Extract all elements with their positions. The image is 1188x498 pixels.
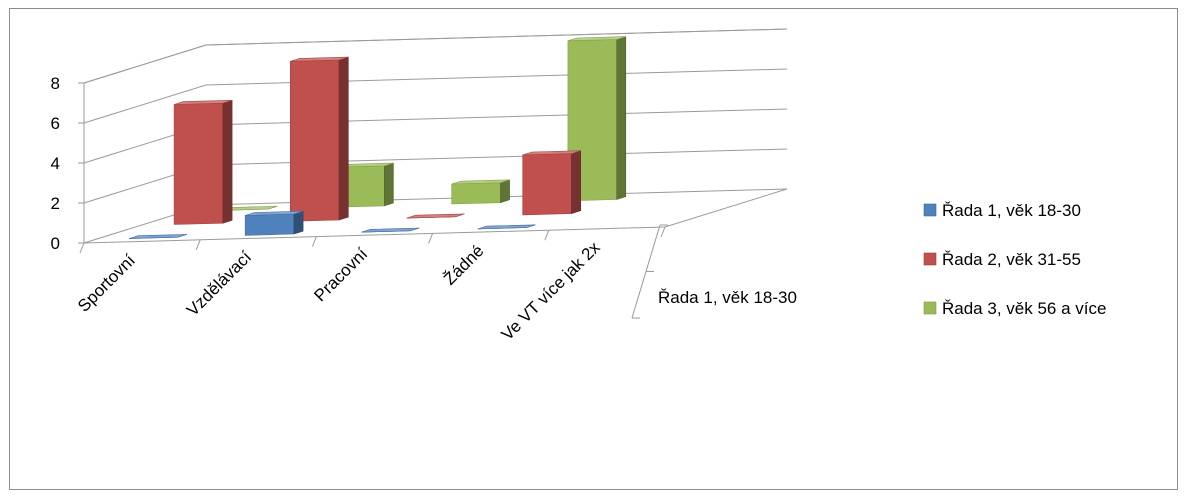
floor-outline [83, 188, 788, 244]
x-tick-mark [195, 239, 201, 250]
bar-2-4 [522, 150, 582, 216]
gridline [83, 28, 788, 84]
legend-item: Řada 3, věk 56 a více [923, 299, 1106, 318]
y-tick-label: 8 [51, 74, 60, 93]
bar-top-face [174, 100, 233, 105]
bar-side-face [616, 36, 627, 200]
bar-side-face [383, 162, 394, 207]
legend-swatch [923, 203, 937, 217]
bar-1-1 [128, 234, 187, 239]
legend-label: Řada 3, věk 56 a více [942, 299, 1106, 318]
bar-top-face [406, 213, 465, 219]
category-label: Sportovní [74, 251, 139, 316]
x-tick-mark [311, 236, 317, 247]
category-label: Vzdělávací [183, 247, 255, 319]
legend-label: Řada 1, věk 18-30 [942, 201, 1081, 220]
bar-1-3 [361, 227, 420, 233]
bar-top-face [361, 227, 420, 233]
bar-top-face [477, 224, 536, 230]
bar-side-face [338, 56, 349, 221]
bar-top-face [290, 56, 349, 62]
bar-2-3 [406, 213, 465, 219]
bar-1-2 [244, 210, 304, 236]
y-tick-label: 6 [51, 114, 60, 133]
category-label: Ve VT více jak 2x [498, 238, 604, 344]
bar-front-face [451, 182, 501, 205]
depth-axis-label: Řada 1, věk 18-30 [658, 288, 797, 307]
legend-swatch [923, 301, 937, 315]
bar-front-face [289, 59, 340, 222]
bar-top-face [245, 210, 304, 216]
legend-label: Řada 2, věk 31-55 [942, 250, 1081, 269]
legend-item: Řada 2, věk 31-55 [923, 250, 1081, 269]
legend: Řada 1, věk 18-30 Řada 2, věk 31-55 Řada 3… [923, 201, 1106, 318]
bar-2-2 [289, 56, 349, 222]
x-tick-mark [544, 230, 550, 241]
chart-floor [83, 188, 788, 244]
bar-top-face [522, 150, 581, 156]
bar-side-face [500, 179, 510, 204]
bars-group [128, 36, 627, 239]
legend-swatch [923, 252, 937, 266]
bar-top-face [451, 179, 510, 185]
bar-2-1 [173, 99, 233, 225]
bar-top-face [128, 234, 187, 239]
x-tick-mark [660, 226, 666, 238]
bar-front-face [522, 153, 572, 216]
bar-side-face [571, 150, 582, 215]
legend-item: Řada 1, věk 18-30 [923, 201, 1081, 220]
bar-front-face [244, 213, 295, 236]
category-label: Pracovní [310, 244, 371, 305]
y-tick-label: 0 [51, 234, 60, 253]
category-label: Žádné [440, 241, 488, 289]
axes-group: 0 2 4 6 8 Sportovní Vzdělávací Pracovní Žádné Ve … [51, 74, 797, 344]
bar-1-4 [477, 224, 536, 230]
bar-3-3 [451, 179, 510, 205]
x-tick-mark [428, 233, 434, 244]
bar-top-face [567, 36, 626, 42]
bar-front-face [173, 102, 224, 225]
x-tick-mark [79, 242, 85, 254]
bar-side-face [222, 99, 233, 224]
bar-side-face [293, 210, 304, 235]
y-tick-label: 4 [51, 154, 60, 173]
y-tick-label: 2 [51, 194, 60, 213]
